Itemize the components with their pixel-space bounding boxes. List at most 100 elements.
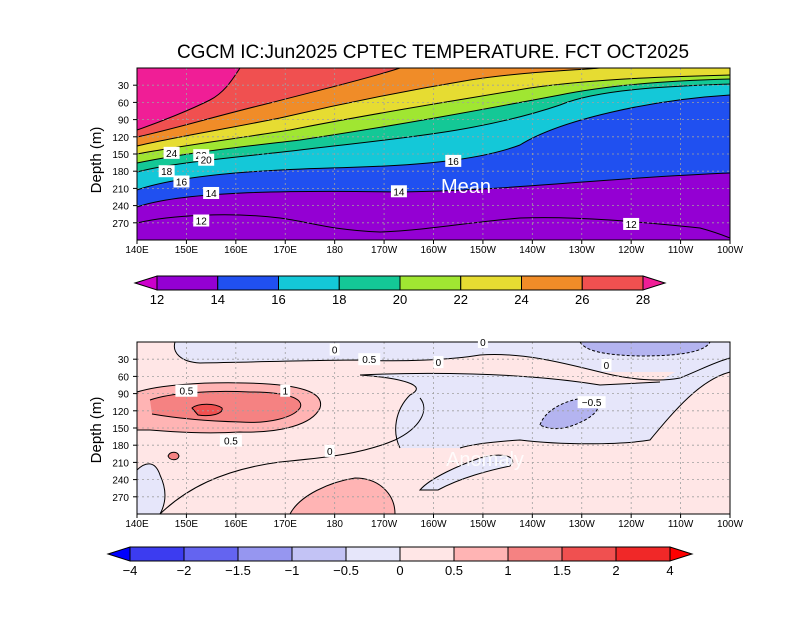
colorbar-swatch: [581, 275, 644, 291]
contour-label-bg: [158, 165, 175, 178]
colorbar-swatch: [399, 275, 462, 291]
x-tick-label: 150W: [470, 519, 497, 530]
x-tick-label: 140E: [125, 519, 149, 530]
contour-label-bg: [358, 353, 381, 366]
x-tick-label: 140W: [519, 519, 546, 530]
x-tick-label: 110W: [668, 245, 694, 256]
y-tick-label: 180: [112, 441, 129, 452]
colorbar-level-label: 16: [271, 292, 285, 307]
colorbar-low-arrow: [133, 275, 158, 291]
contour-label-bg: [198, 153, 215, 166]
colorbar-level-label: 22: [454, 292, 468, 307]
contour-label-text: 0.5: [224, 437, 238, 448]
anomaly-panel: 140E 150E 160E 170E 180 170W 160W 150W 140W 130W 1…: [88, 336, 744, 530]
colorbar-level-label: −1: [285, 563, 300, 578]
contour-label: 0: [324, 444, 335, 458]
contour-label-bg: [477, 336, 488, 348]
chart-title: CGCM IC:Jun2025 CPTEC TEMPERATURE. FCT O…: [177, 42, 689, 63]
contour-label-text: 16: [448, 157, 460, 168]
colorbar-level-label: 26: [575, 292, 589, 307]
anomaly-fill-pos-spot: [168, 452, 179, 460]
colorbar-level-label: −2: [177, 563, 192, 578]
contour-label: 24: [163, 146, 180, 160]
y-tick-label: 150: [112, 424, 129, 435]
colorbar-level-label: 2: [612, 563, 619, 578]
x-tick-label: 160E: [224, 245, 248, 256]
contour-label-bg: [324, 444, 335, 457]
x-tick-label: 100W: [717, 519, 744, 530]
y-tick-label: 270: [112, 493, 129, 504]
y-tick-label: 270: [112, 219, 129, 230]
x-tick-label: 130W: [569, 245, 596, 256]
colorbar-swatch: [291, 546, 347, 562]
y-tick-label: 120: [112, 133, 129, 144]
colorbar-level-label: 24: [514, 292, 528, 307]
contour-label-text: 0: [604, 361, 610, 372]
anomaly-axes: 140E 150E 160E 170E 180 170W 160W 150W 140W 130W 1…: [112, 355, 743, 530]
colorbar-level-label: 14: [211, 292, 225, 307]
contour-label-bg: [193, 214, 210, 227]
mean-colorbar: 12 14 16 18 20 22 24 26 28: [133, 275, 667, 307]
x-tick-label: 170E: [274, 519, 298, 530]
contour-label-bg: [329, 343, 340, 356]
anomaly-fill-pos-1b: [150, 391, 301, 423]
x-tick-label: 170W: [371, 519, 398, 530]
contour-label-text: 20: [201, 156, 213, 167]
colorbar-swatch: [521, 275, 583, 291]
x-tick-label: 140E: [125, 245, 149, 256]
y-tick-label: 60: [118, 372, 130, 383]
colorbar-level-label: 12: [150, 292, 164, 307]
contour-label: 0.5: [175, 384, 198, 398]
colorbar-swatch: [460, 275, 522, 291]
colorbar-swatch: [129, 546, 185, 562]
x-tick-label: 180: [326, 519, 343, 530]
anomaly-colorbar: −4 −2 −1.5 −1 −0.5 0 0.5 1 1.5 2 4: [106, 546, 694, 578]
x-tick-label: 120W: [618, 519, 645, 530]
contour-label-text: 0: [436, 358, 442, 369]
contour-label: 14: [203, 186, 220, 200]
x-tick-label: 140W: [519, 245, 546, 256]
anomaly-fill-neg-band: [360, 358, 730, 448]
colorbar-level-label: 1.5: [553, 563, 571, 578]
x-tick-label: 170E: [274, 245, 298, 256]
x-tick-label: 160W: [420, 519, 447, 530]
contour-label-text: 12: [196, 217, 208, 228]
colorbar-swatch: [561, 546, 617, 562]
contour-label-bg: [577, 396, 606, 409]
contour-label: 1: [280, 384, 291, 398]
colorbar-swatch: [237, 546, 293, 562]
contour-label-bg: [163, 146, 180, 159]
x-tick-label: 180: [326, 245, 343, 256]
contour-label-bg: [203, 186, 220, 199]
y-tick-label: 240: [112, 202, 129, 213]
contour-label: 20: [198, 153, 215, 167]
y-tick-label: 210: [112, 458, 129, 469]
contour-label-text: 0.5: [179, 387, 193, 398]
contour-label-bg: [175, 384, 198, 397]
colorbar-swatch: [217, 275, 279, 291]
colorbar-level-label: −4: [123, 563, 138, 578]
colorbar-swatch: [338, 275, 401, 291]
contour-label: 16: [173, 175, 190, 189]
contour-label-text: 14: [206, 189, 218, 200]
contour-label-text: 14: [393, 187, 405, 198]
mean-axes: 140E 150E 160E 170E 180 170W 160W 150W 140W 130W 1…: [112, 81, 743, 256]
x-tick-label: 160E: [224, 519, 248, 530]
contour-label: 18: [158, 165, 175, 178]
contour-label-text: 0: [332, 345, 338, 356]
colorbar-level-label: 28: [636, 292, 650, 307]
colorbar-swatch: [345, 546, 401, 562]
contour-label-bg: [445, 154, 462, 167]
y-tick-label: 60: [118, 98, 130, 109]
contour-label: 0: [601, 358, 612, 372]
colorbar-level-label: 1: [504, 563, 511, 578]
colorbar-swatch: [183, 546, 239, 562]
y-tick-label: 240: [112, 476, 129, 487]
contour-label: 12: [193, 214, 210, 228]
mean-panel: 140E 150E 160E 170E 180 170W 160W 150W 140W 130W 1…: [88, 67, 744, 256]
contour-label-bg: [173, 175, 190, 188]
contour-label: 0.5: [219, 434, 242, 448]
contour-label: −0.5: [577, 396, 606, 409]
mean-y-axis-label: Depth (m): [88, 127, 105, 194]
x-tick-label: 110W: [668, 519, 694, 530]
